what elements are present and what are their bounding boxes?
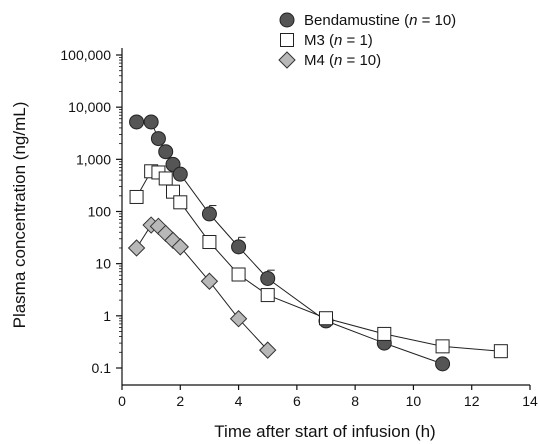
data-point-m3 — [173, 195, 188, 210]
data-point-m3 — [231, 267, 246, 282]
legend-label-count: = 10) — [417, 12, 456, 29]
axes — [121, 48, 530, 386]
x-tick-label: 2 — [176, 393, 184, 409]
data-point-m3 — [319, 311, 333, 326]
x-tick-label: 4 — [235, 393, 243, 409]
y-tick-label: 100,000 — [60, 47, 111, 63]
legend-label-text: M3 ( — [304, 32, 334, 49]
data-point-bendamustine — [143, 114, 159, 130]
data-point-m4 — [200, 272, 219, 290]
x-tick-label: 10 — [406, 393, 422, 409]
data-point-m3 — [202, 235, 217, 250]
series-m3 — [129, 164, 508, 359]
data-point-bendamustine — [150, 131, 166, 147]
data-point-bendamustine — [435, 356, 451, 372]
x-tick-label: 0 — [118, 393, 126, 409]
data-point-m3 — [158, 171, 173, 186]
legend-label-n: n — [334, 52, 342, 69]
x-tick-label: 14 — [522, 393, 538, 409]
legend: Bendamustine (n = 10)M3 (n = 1)M4 (n = 1… — [278, 12, 456, 69]
y-tick-label: 10 — [95, 256, 111, 272]
x-tick-label: 12 — [464, 393, 480, 409]
data-point-bendamustine — [172, 166, 188, 182]
data-point-m4 — [229, 310, 248, 328]
x-tick-label: 8 — [351, 393, 359, 409]
data-point-m4 — [259, 341, 277, 359]
data-point-m4 — [127, 239, 146, 257]
legend-label-count: = 1) — [342, 32, 372, 49]
y-tick-label: 100 — [88, 204, 112, 220]
data-point-m3 — [435, 339, 450, 354]
data-point-m3 — [260, 288, 275, 303]
y-tick-label: 10,000 — [68, 99, 111, 115]
data-point-bendamustine — [201, 206, 217, 222]
legend-label-n: n — [409, 12, 417, 29]
series-m4 — [127, 216, 277, 359]
data-point-m3 — [166, 184, 180, 199]
legend-label-n: n — [334, 32, 342, 49]
x-axis-title: Time after start of infusion (h) — [214, 422, 435, 441]
legend-item-m4: M4 (n = 10) — [278, 51, 381, 69]
legend-item-bendamustine: Bendamustine (n = 10) — [279, 12, 456, 29]
data-point-m3 — [377, 326, 392, 341]
data-point-bendamustine — [129, 114, 145, 130]
data-point-bendamustine — [231, 239, 247, 255]
y-tick-label: 1 — [103, 308, 111, 324]
data-point-m3 — [129, 189, 144, 204]
series-layer — [127, 114, 508, 372]
legend-label-text: M4 ( — [304, 52, 334, 69]
y-ticks: 0.1 1 10 100 1,000 10,000 100,000 — [60, 47, 122, 376]
legend-label-m4: M4 (n = 10) — [304, 52, 381, 69]
y-tick-label: 0.1 — [92, 360, 112, 376]
data-point-m4 — [171, 238, 189, 256]
x-tick-label: 6 — [293, 393, 301, 409]
x-ticks: 0 2 4 6 8 10 12 14 — [118, 385, 538, 409]
data-point-bendamustine — [158, 144, 174, 160]
series-line-m3 — [136, 170, 501, 352]
legend-label-text: Bendamustine ( — [304, 12, 409, 29]
legend-item-m3: M3 (n = 1) — [280, 32, 373, 49]
data-point-m3 — [493, 344, 508, 359]
legend-label-m3: M3 (n = 1) — [304, 32, 373, 49]
legend-marker-m4 — [278, 51, 296, 69]
data-point-bendamustine — [260, 270, 276, 286]
legend-marker-bendamustine — [279, 12, 295, 28]
legend-marker-m3 — [280, 33, 294, 47]
legend-label-count: = 10) — [342, 52, 381, 69]
y-tick-label: 1,000 — [76, 151, 111, 167]
series-line-m4 — [136, 224, 269, 351]
y-axis-title: Plasma concentration (ng/mL) — [10, 102, 29, 329]
legend-label-bendamustine: Bendamustine (n = 10) — [304, 12, 456, 29]
